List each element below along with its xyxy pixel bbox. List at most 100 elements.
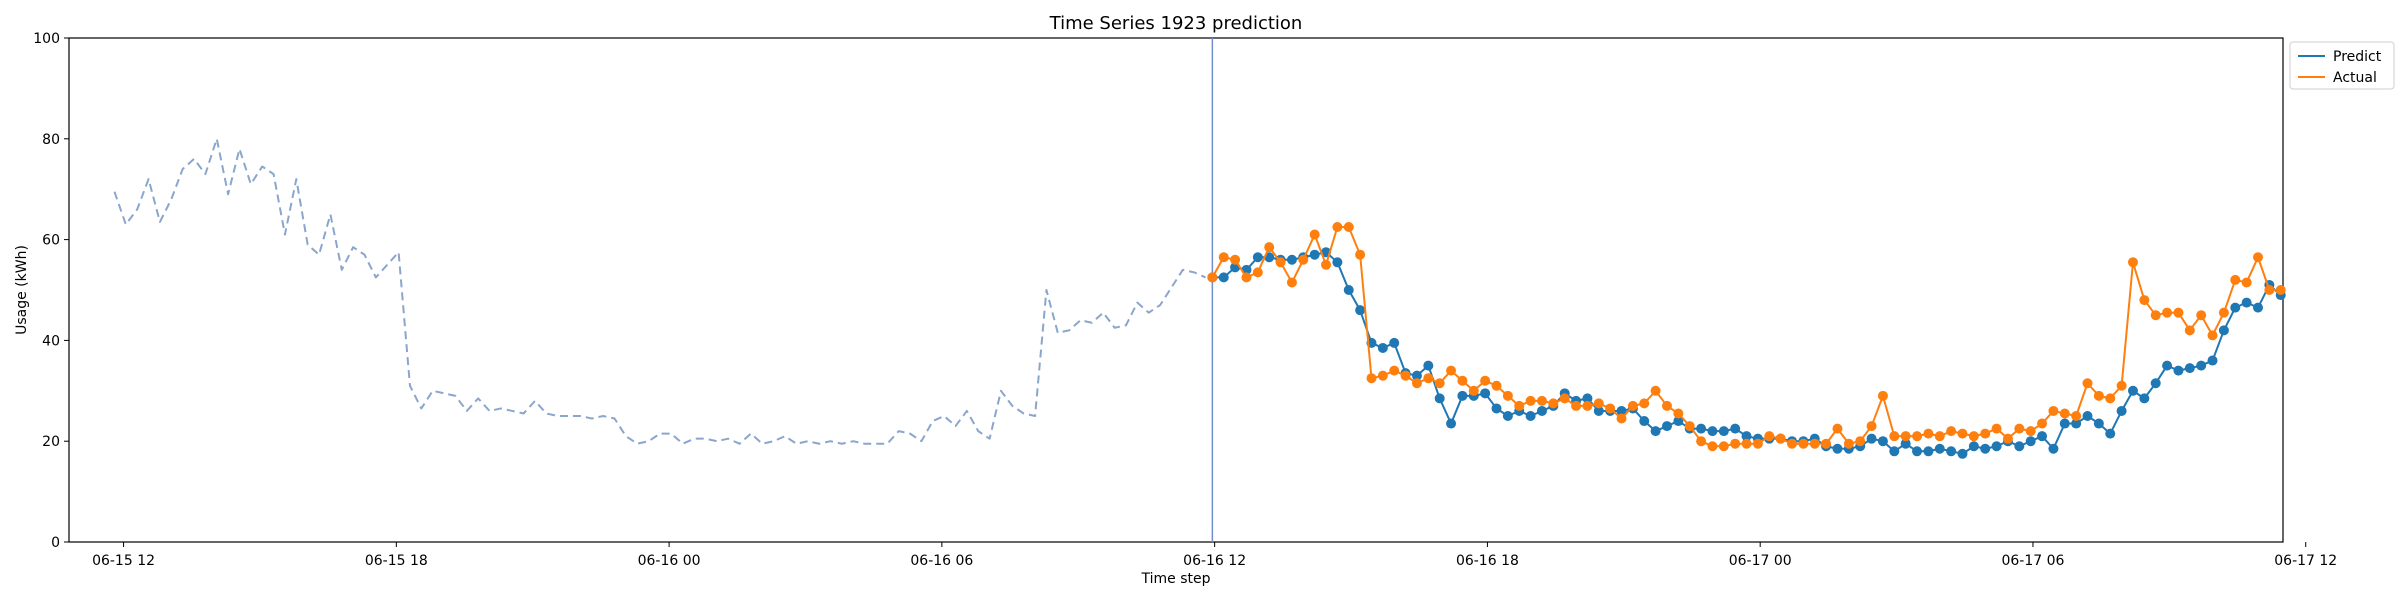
actual-data-point: [1514, 400, 1525, 411]
actual-data-point: [1548, 398, 1559, 409]
predict-data-point: [1536, 405, 1547, 416]
actual-data-point: [1650, 385, 1661, 396]
predict-data-point: [1832, 443, 1843, 454]
predict-data-point: [1411, 370, 1422, 381]
actual-data-point: [1843, 438, 1854, 449]
actual-data-point: [1230, 254, 1241, 265]
actual-data-point: [1718, 441, 1729, 452]
predict-data-point: [1434, 393, 1445, 404]
actual-data-point: [1298, 254, 1309, 265]
predict-data-point: [1980, 443, 1991, 454]
x-tick-label: 06-15 12: [92, 553, 155, 569]
predict-data-point: [2014, 441, 2025, 452]
x-tick-label: 06-16 06: [910, 553, 973, 569]
predict-data-point: [1582, 393, 1593, 404]
actual-data-point: [2071, 411, 2082, 421]
predict-data-point: [1218, 272, 1229, 283]
actual-data-point: [1264, 242, 1275, 253]
predict-data-point: [1593, 405, 1604, 416]
legend-predict-label: Predict: [2333, 49, 2382, 65]
predict-data-point: [2071, 418, 2082, 429]
actual-data-point: [1343, 222, 1354, 232]
y-axis: 0 20 40 60 80 100: [33, 31, 69, 551]
actual-data-point: [1798, 438, 1809, 449]
x-tick-label: 06-17 06: [2001, 553, 2064, 569]
actual-data-point: [1741, 438, 1752, 449]
predict-data-point: [1900, 438, 1911, 449]
actual-data-point: [1752, 438, 1763, 449]
predict-data-point: [2139, 393, 2150, 404]
actual-data-point: [1764, 431, 1775, 442]
predict-data-point: [1377, 342, 1388, 353]
actual-data-point: [2253, 252, 2263, 263]
actual-data-point: [1218, 252, 1229, 263]
actual-data-point: [1321, 259, 1332, 270]
actual-data-point: [1684, 421, 1695, 432]
actual-data-point: [2264, 285, 2275, 295]
actual-data-point: [2275, 285, 2286, 295]
predict-data-point: [1912, 446, 1923, 457]
actual-data-point: [1491, 380, 1502, 391]
actual-data-point: [1355, 249, 1366, 260]
actual-data-point: [1809, 438, 1820, 449]
y-tick-label: 60: [42, 233, 60, 249]
actual-data-point: [2230, 274, 2241, 285]
actual-data-point: [1389, 365, 1400, 376]
predict-data-point: [1525, 411, 1536, 421]
history-series: [113, 137, 1206, 445]
actual-data-point: [1673, 408, 1684, 419]
actual-data-point: [2162, 307, 2173, 318]
actual-data-point: [2116, 380, 2127, 391]
actual-data-point: [1411, 378, 1422, 389]
x-tick-label: 06-16 12: [1183, 553, 1246, 569]
actual-data-point: [1275, 257, 1286, 268]
predict-data-point: [1741, 431, 1752, 442]
predict-data-point: [1639, 416, 1650, 427]
predict-data-point: [1480, 388, 1491, 399]
y-tick-label: 80: [42, 132, 60, 148]
actual-data-point: [1582, 400, 1593, 411]
predict-data-point: [1343, 285, 1354, 295]
actual-data-point: [2025, 426, 2036, 437]
actual-data-point: [2196, 310, 2207, 321]
predict-data-point: [1730, 423, 1741, 434]
predict-data-point: [1991, 441, 2002, 452]
predict-data-point: [2059, 418, 2070, 429]
actual-data-point: [2127, 257, 2138, 268]
history-line: [113, 137, 1206, 445]
actual-data-point: [1571, 400, 1582, 411]
predict-data-point: [2230, 302, 2241, 313]
predict-data-point: [2173, 365, 2184, 376]
predict-data-point: [1696, 423, 1707, 434]
forecast-series: [1207, 222, 2286, 459]
predict-data-point: [1718, 426, 1729, 437]
y-tick-label: 20: [42, 434, 60, 450]
actual-data-point: [1957, 428, 1968, 439]
x-tick-label: 06-15 18: [365, 553, 428, 569]
predict-data-point: [2218, 325, 2229, 336]
actual-data-point: [1832, 423, 1843, 434]
x-tick-label: 06-17 00: [1729, 553, 1792, 569]
actual-data-point: [1457, 375, 1468, 386]
legend: Predict Actual: [2289, 41, 2395, 90]
predict-data-point: [1957, 448, 1968, 459]
actual-data-point: [1980, 428, 1991, 439]
actual-data-point: [1400, 370, 1411, 381]
x-axis: 06-15 12 06-15 18 06-16 00 06-16 06 06-16 12…: [92, 542, 2337, 569]
actual-data-point: [1536, 395, 1547, 406]
predict-data-point: [1491, 403, 1502, 414]
predict-data-point: [2105, 428, 2116, 439]
actual-data-point: [1605, 403, 1616, 414]
actual-data-point: [1923, 428, 1934, 439]
actual-data-point: [1775, 433, 1786, 444]
actual-data-point: [1332, 222, 1343, 232]
predict-data-point: [1661, 421, 1672, 432]
actual-data-point: [1991, 423, 2002, 434]
actual-data-point: [1502, 390, 1513, 401]
actual-data-point: [2173, 307, 2184, 318]
predict-data-point: [1673, 416, 1684, 427]
actual-data-point: [1377, 370, 1388, 381]
actual-data-point: [2014, 423, 2025, 434]
